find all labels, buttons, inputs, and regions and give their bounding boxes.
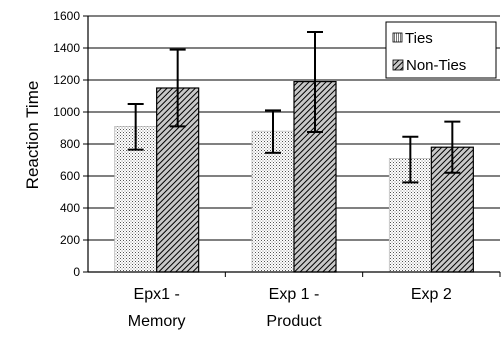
x-category-label-line: Memory — [128, 313, 186, 330]
x-category-label: Exp 2 — [411, 286, 452, 303]
y-tick-label: 600 — [60, 169, 80, 183]
x-category-label-line: Epx1 - — [134, 286, 180, 303]
legend-label-ties: Ties — [405, 30, 433, 47]
y-tick-label: 1400 — [53, 41, 80, 55]
x-category-label: Exp 1 - Product — [266, 286, 322, 330]
axes — [87, 16, 501, 277]
y-tick-label: 1200 — [53, 73, 80, 87]
x-category-label-line: Product — [266, 313, 322, 330]
category-labels: Epx1 - Memory Exp 1 - Product Exp 2 — [128, 286, 452, 330]
legend-box — [385, 21, 497, 79]
y-tick-label: 1600 — [53, 9, 80, 23]
y-axis-ticks: 0 200 400 600 800 1000 1200 1400 1600 — [53, 9, 88, 279]
y-tick-label: 400 — [60, 201, 80, 215]
y-axis-label: Reaction Time — [23, 81, 42, 190]
error-bars — [127, 31, 461, 184]
legend-label-non-ties: Non-Ties — [406, 57, 466, 74]
bar-ties-1 — [114, 126, 158, 273]
legend-swatch-ties — [392, 32, 403, 43]
bars — [114, 80, 474, 273]
y-tick-label: 800 — [60, 137, 80, 151]
x-category-label-line: Exp 2 — [411, 286, 452, 303]
y-tick-label: 1000 — [53, 105, 80, 119]
x-category-label-line: Exp 1 - — [269, 286, 320, 303]
legend-swatch-non-ties — [392, 59, 404, 71]
legend: Ties Non-Ties — [385, 21, 497, 79]
x-category-label: Epx1 - Memory — [128, 286, 186, 330]
y-tick-label: 0 — [73, 265, 80, 279]
y-tick-label: 200 — [60, 233, 80, 247]
bar-ties-2 — [251, 130, 295, 273]
